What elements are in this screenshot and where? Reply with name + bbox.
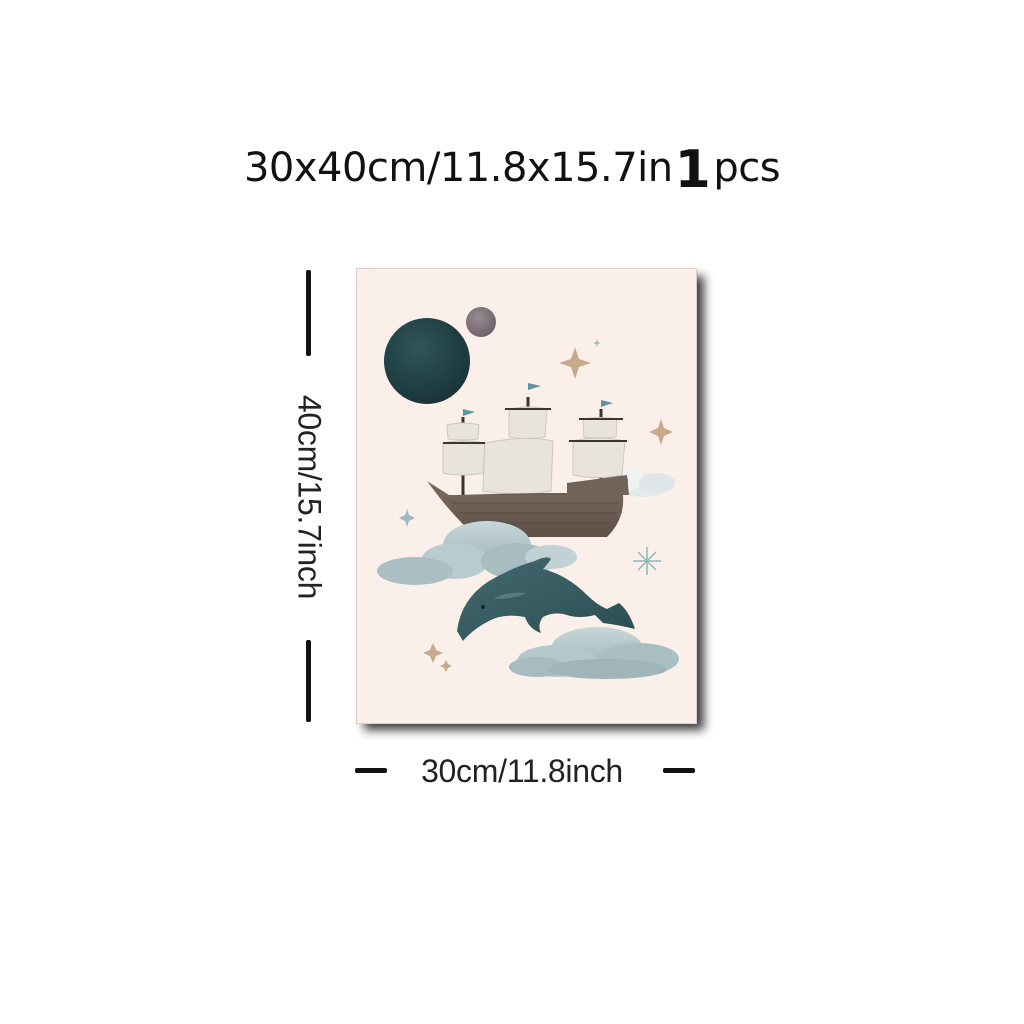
width-dimension-line-left	[355, 768, 387, 773]
product-size-title: 30x40cm/11.8x15.7in1pcs	[0, 138, 1024, 200]
ship-dolphin-illustration	[377, 307, 679, 679]
dolphin-shape	[457, 557, 635, 641]
width-dimension-line-right	[663, 768, 695, 773]
width-dimension-label: 30cm/11.8inch	[421, 753, 623, 789]
cloud-left	[377, 521, 577, 585]
moon-shape	[384, 318, 470, 404]
poster-canvas	[356, 268, 697, 724]
quantity-number: 1	[674, 140, 711, 200]
sparkle-shape	[633, 547, 661, 575]
size-text: 30x40cm/11.8x15.7in	[243, 145, 673, 191]
star-shapes	[423, 347, 673, 672]
cloud-bottom	[509, 627, 679, 679]
height-dimension-line-bottom	[306, 640, 311, 722]
height-dimension-line-top	[306, 270, 311, 356]
height-dimension-label: 40cm/15.7inch	[291, 394, 328, 600]
ship-shape	[415, 383, 629, 537]
planet-shape	[466, 307, 496, 337]
quantity-unit: pcs	[713, 145, 781, 191]
